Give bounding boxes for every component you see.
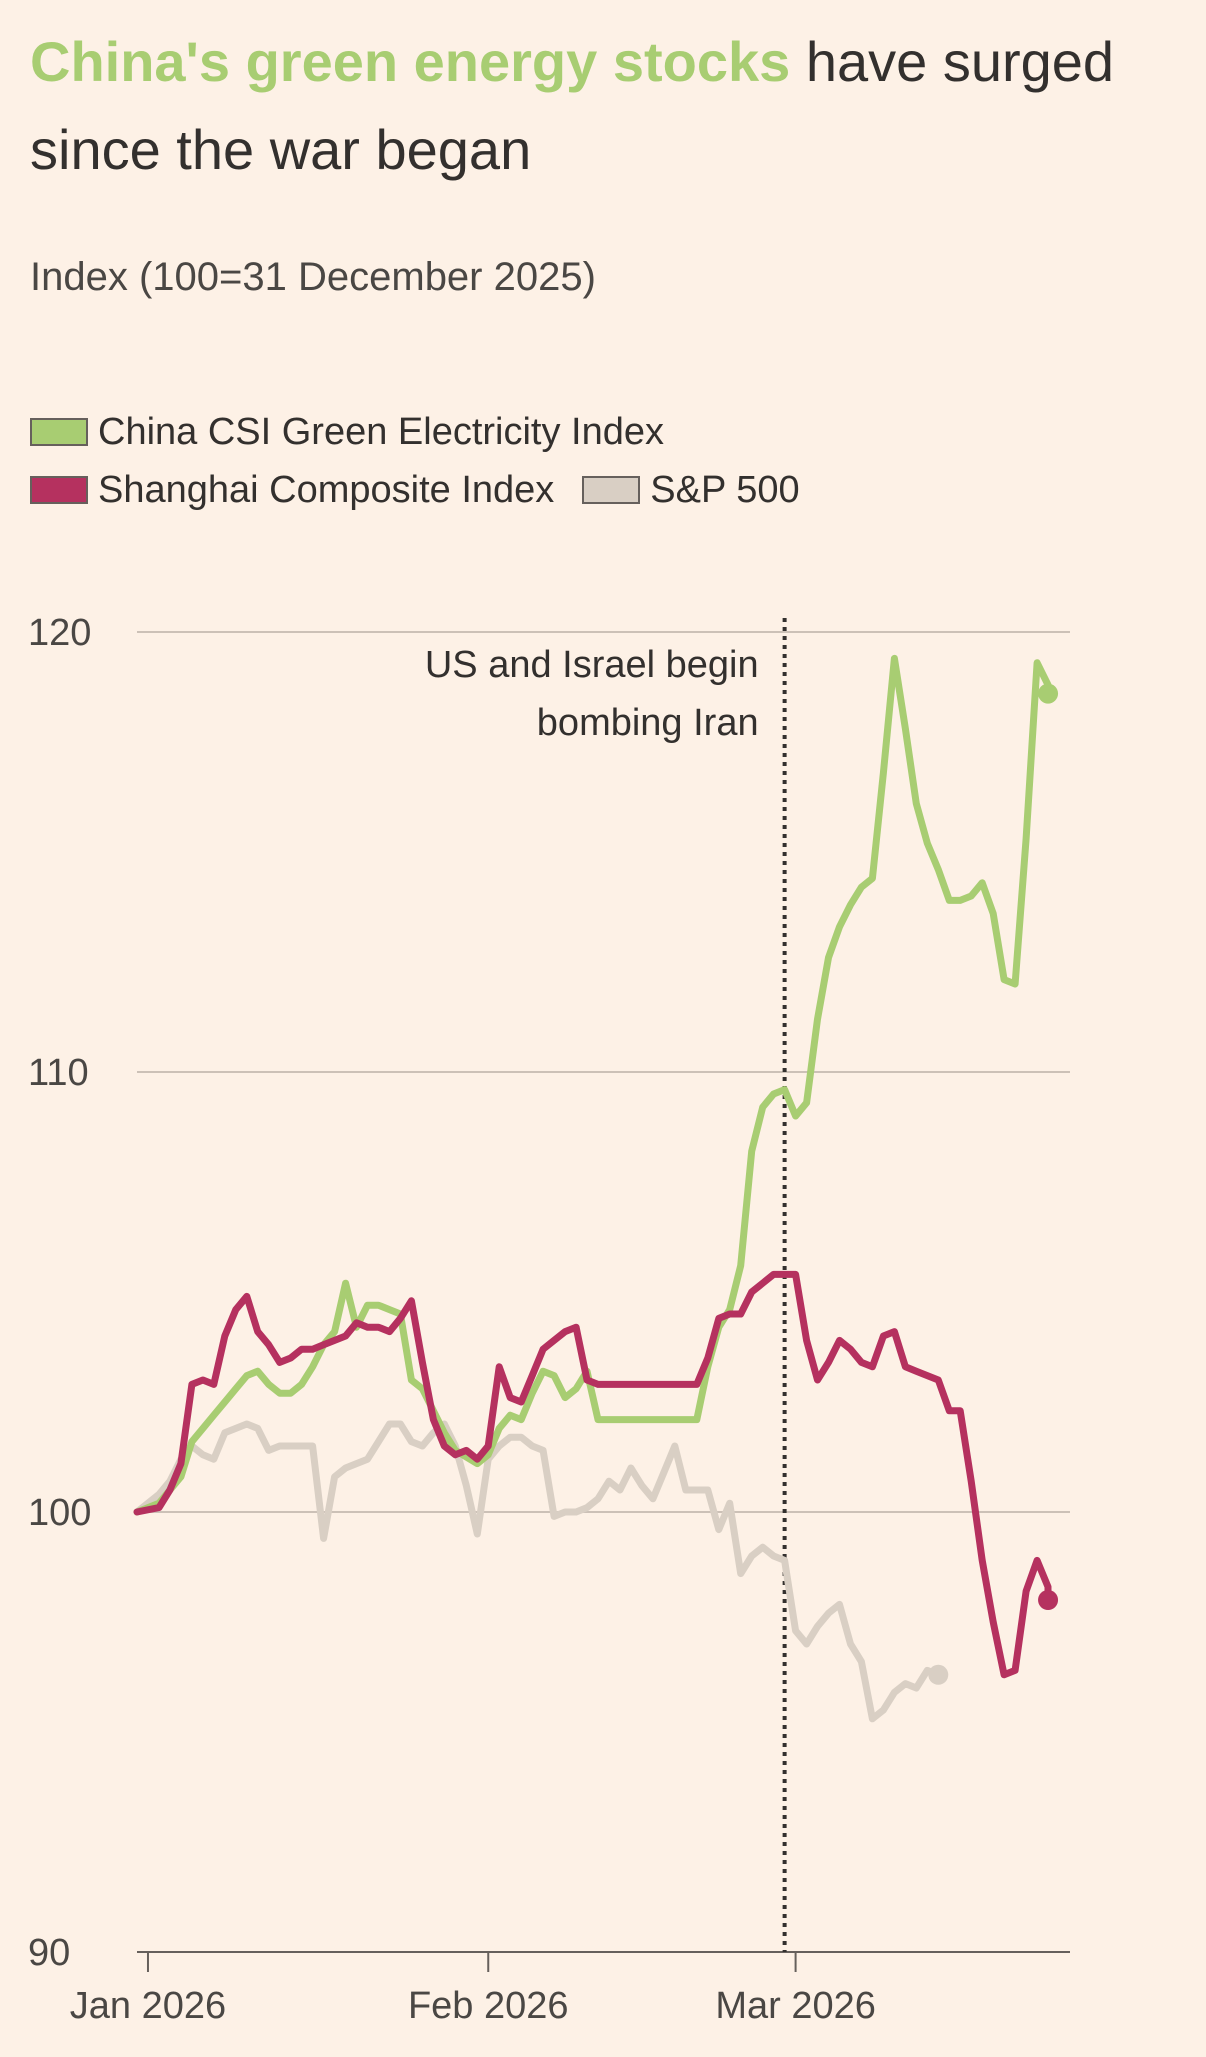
series-end-marker-sp500 <box>928 1664 949 1685</box>
annotation-text-line-1: US and Israel begin <box>425 644 759 686</box>
series-line-csi-green <box>133 654 1052 1516</box>
y-tick-label-110: 110 <box>28 1052 89 1094</box>
legend-item-shanghai: Shanghai Composite Index <box>30 469 554 512</box>
series-end-marker-shanghai <box>1038 1590 1059 1610</box>
y-tick-label-100: 100 <box>28 1492 91 1534</box>
title-highlight: China's green energy stocks <box>30 30 791 93</box>
series-line-shanghai <box>133 1270 1052 1679</box>
legend-label-csi-green: China CSI Green Electricity Index <box>98 410 665 453</box>
legend-label-shanghai: Shanghai Composite Index <box>98 468 555 511</box>
title-rest: have surged since the war began <box>30 30 1115 181</box>
legend-swatch-shanghai <box>30 476 88 504</box>
x-tick-label-2026-01-01: Jan 2026 <box>70 1985 226 2027</box>
legend-item-csi-green: China CSI Green Electricity Index <box>30 411 664 454</box>
legend-swatch-csi-green <box>30 418 88 446</box>
y-tick-label-120: 120 <box>28 612 91 654</box>
x-tick-label-2026-03-01: Mar 2026 <box>715 1985 876 2027</box>
y-tick-label-90: 90 <box>28 1932 70 1974</box>
legend-swatch-sp500 <box>582 476 641 504</box>
legend: China CSI Green Electricity Index Shangh… <box>30 403 828 519</box>
chart-subtitle: Index (100=31 December 2025) <box>30 255 596 299</box>
legend-label-sp500: S&P 500 <box>650 468 800 511</box>
annotation-text-line-2: bombing Iran <box>537 702 759 744</box>
legend-item-sp500: S&P 500 <box>582 468 800 512</box>
series-end-marker-csi-green <box>1038 683 1059 704</box>
series-line-sp500 <box>133 1420 942 1723</box>
x-tick-label-2026-02-01: Feb 2026 <box>408 1985 569 2027</box>
chart-title: China's green energy stocks have surged … <box>30 18 1190 194</box>
